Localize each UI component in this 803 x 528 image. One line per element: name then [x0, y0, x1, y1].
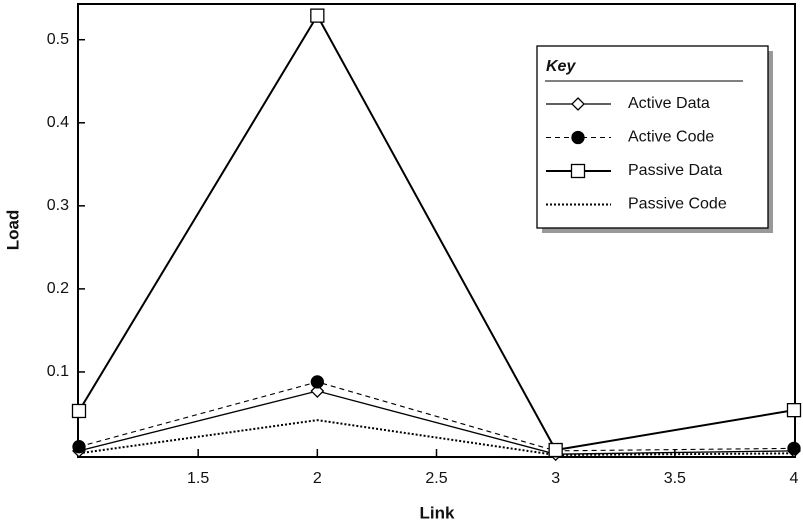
data-point — [72, 440, 86, 454]
x-tick-label: 3.5 — [664, 470, 686, 487]
y-tick-label: 0.1 — [47, 363, 69, 380]
legend-label: Active Code — [628, 129, 714, 146]
legend-title: Key — [546, 58, 576, 75]
legend-label: Passive Data — [628, 162, 722, 179]
y-tick-label: 0.2 — [47, 280, 69, 297]
data-point — [310, 375, 324, 389]
data-point — [310, 8, 325, 23]
x-tick-label: 2.5 — [425, 470, 447, 487]
legend-label: Passive Code — [628, 196, 727, 213]
y-axis-title: Load — [3, 210, 22, 251]
legend-label: Active Data — [628, 95, 710, 112]
y-tick-label: 0.4 — [47, 114, 69, 131]
series-line — [78, 381, 795, 452]
x-tick-label: 1.5 — [187, 470, 209, 487]
legend: Key Active Data Active Code Passive Data Pas… — [536, 45, 773, 233]
series-line — [78, 419, 795, 457]
legend-marker — [571, 97, 585, 111]
x-tick-label: 3 — [551, 470, 560, 487]
data-point — [787, 441, 801, 456]
data-point — [786, 402, 802, 418]
data-point — [71, 403, 87, 419]
x-tick-label: 4 — [790, 470, 799, 487]
x-axis-title: Link — [420, 503, 455, 522]
x-tick-label: 2 — [313, 470, 322, 487]
data-point — [310, 384, 325, 398]
legend-marker — [570, 163, 586, 179]
data-point — [548, 442, 563, 458]
series-line — [78, 390, 795, 455]
legend-marker — [571, 130, 585, 145]
y-tick-label: 0.5 — [47, 31, 69, 48]
series-line — [78, 13, 795, 452]
plot-frame — [77, 3, 796, 458]
y-tick-label: 0.3 — [47, 197, 69, 214]
